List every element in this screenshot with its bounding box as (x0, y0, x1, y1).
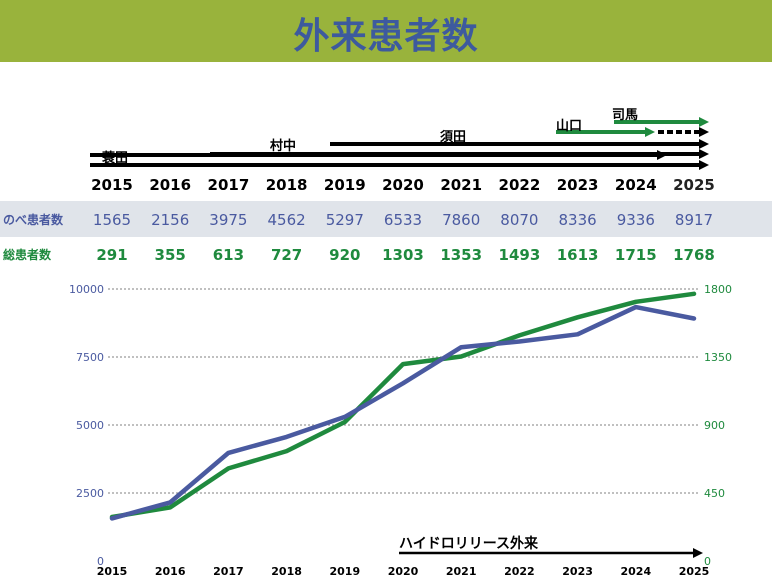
table-cell: 1613 (557, 246, 599, 264)
table-year-header: 2025 (673, 176, 715, 194)
table-year-header: 2021 (440, 176, 482, 194)
x-tick-label: 2016 (155, 565, 186, 576)
x-tick-label: 2025 (679, 565, 710, 576)
table-year-header: 2020 (382, 176, 424, 194)
y-right-tick-label: 450 (704, 487, 725, 500)
x-tick-label: 2023 (562, 565, 593, 576)
y-right-tick-label: 1800 (704, 283, 732, 296)
table-cell: 8070 (500, 211, 538, 229)
table-cell: 6533 (384, 211, 422, 229)
table-cell: 1353 (440, 246, 482, 264)
table-cell: 613 (213, 246, 244, 264)
data-table: 2015 2016 2017 2018 2019 2020 2021 2022 2023 2024… (3, 176, 715, 264)
series-line (109, 304, 697, 521)
series-line (109, 291, 697, 520)
x-tick-label: 2022 (504, 565, 535, 576)
timeline-label: 村中 (270, 138, 296, 154)
table-cell: 920 (329, 246, 360, 264)
x-tick-label: 2019 (329, 565, 360, 576)
table-cell: 291 (96, 246, 127, 264)
timeline-label: 司馬 (612, 108, 638, 123)
annotation-label: ハイドロリリース外来 (399, 535, 539, 552)
timeline-label: 山口 (556, 118, 582, 134)
x-tick-label: 2015 (97, 565, 128, 576)
table-cell: 1565 (93, 211, 131, 229)
table-year-header: 2015 (91, 176, 133, 194)
y-left-tick-label: 10000 (69, 283, 104, 296)
x-tick-label: 2018 (271, 565, 302, 576)
table-year-header: 2017 (208, 176, 250, 194)
table-cell: 1493 (499, 246, 541, 264)
table-row-label: のべ患者数 (3, 212, 64, 227)
table-cell: 1303 (382, 246, 424, 264)
timeline-label: 蓑田 (101, 150, 128, 166)
x-tick-label: 2021 (446, 565, 477, 576)
x-tick-label: 2020 (388, 565, 419, 576)
table-cell: 4562 (268, 211, 306, 229)
table-cell: 355 (155, 246, 186, 264)
timeline-label: 須田 (439, 130, 466, 145)
table-cell: 3975 (209, 211, 247, 229)
y-left-tick-label: 0 (97, 555, 104, 568)
table-cell: 2156 (151, 211, 189, 229)
line-chart: 0 2500 5000 7500 10000 0 450 900 1350 1800 2015 201… (69, 283, 732, 576)
table-cell: 727 (271, 246, 302, 264)
table-year-header: 2022 (499, 176, 541, 194)
table-year-header: 2024 (615, 176, 657, 194)
table-year-header: 2016 (149, 176, 191, 194)
table-year-header: 2023 (557, 176, 599, 194)
table-row-label: 総患者数 (3, 247, 52, 262)
table-year-header: 2019 (324, 176, 366, 194)
page-title: 外来患者数 (293, 16, 479, 57)
y-right-tick-label: 900 (704, 419, 725, 432)
staff-timeline: 蓑田 村中 須田 山口 司馬 (90, 108, 709, 170)
y-right-tick-label: 1350 (704, 351, 732, 364)
table-row-band (0, 201, 772, 237)
y-left-tick-label: 7500 (76, 351, 104, 364)
table-cell: 8917 (675, 211, 713, 229)
y-left-tick-label: 2500 (76, 487, 104, 500)
table-cell: 1768 (673, 246, 715, 264)
table-cell: 5297 (326, 211, 364, 229)
header-bar: 外来患者数 (0, 0, 772, 62)
table-cell: 7860 (442, 211, 480, 229)
table-year-header: 2018 (266, 176, 308, 194)
table-cell: 1715 (615, 246, 657, 264)
x-tick-label: 2017 (213, 565, 244, 576)
y-left-tick-label: 5000 (76, 419, 104, 432)
table-cell: 8336 (559, 211, 597, 229)
x-tick-label: 2024 (620, 565, 651, 576)
table-cell: 9336 (617, 211, 655, 229)
y-right-tick-label: 0 (704, 555, 711, 568)
